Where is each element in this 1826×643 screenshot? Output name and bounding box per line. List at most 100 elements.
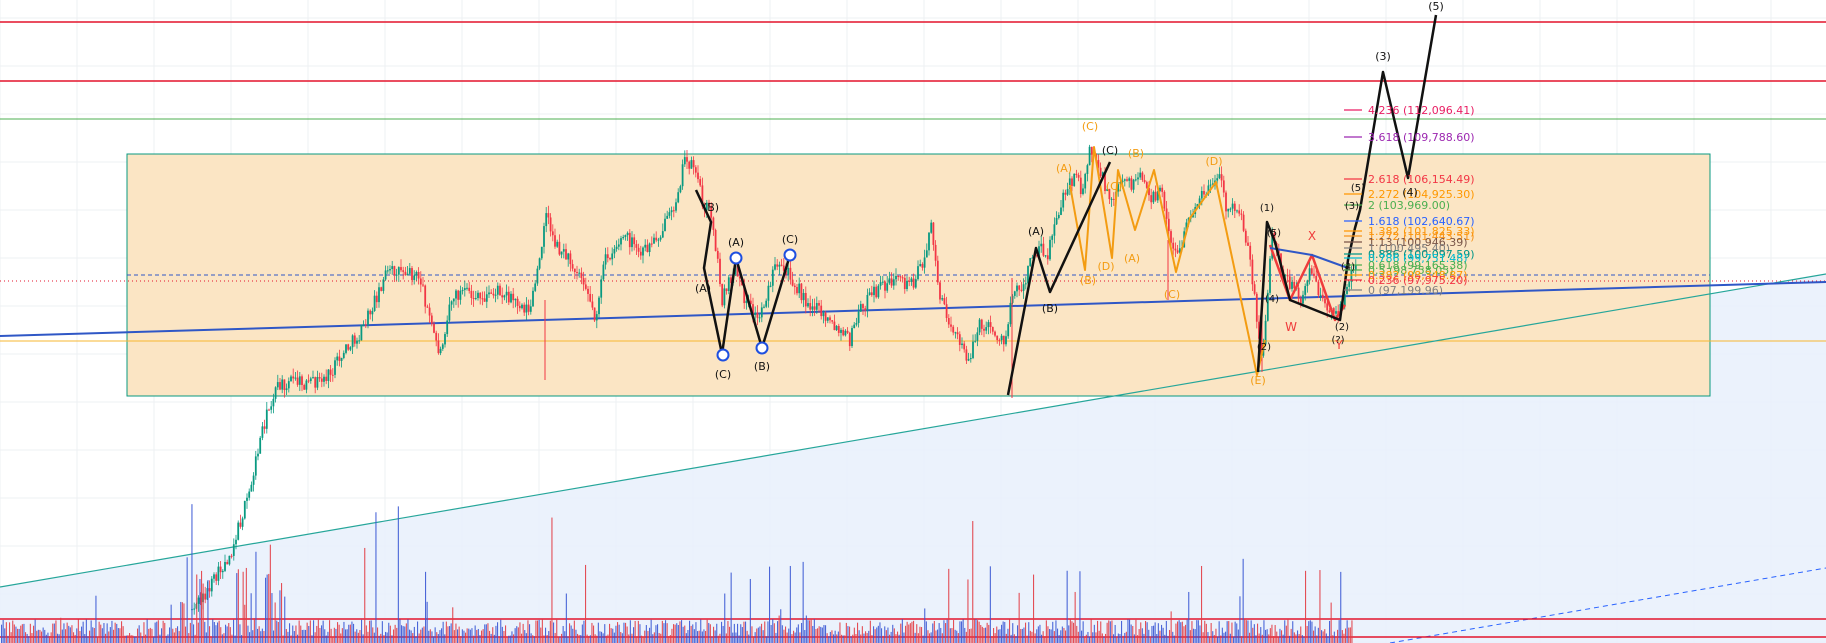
candle-body xyxy=(776,264,779,267)
volume-bar xyxy=(671,628,673,643)
volume-bar xyxy=(153,636,155,643)
candle-body xyxy=(426,306,429,308)
volume-bar xyxy=(964,627,966,643)
volume-bar xyxy=(753,636,755,643)
volume-bar xyxy=(1100,621,1102,643)
fib-level-label: 0.382 (98,348.87) xyxy=(1368,269,1468,282)
candle-body xyxy=(1269,258,1271,293)
volume-bar xyxy=(156,621,158,643)
volume-bar xyxy=(434,627,436,643)
volume-bar xyxy=(757,627,759,643)
candle-body xyxy=(941,298,944,300)
wave-point-handle[interactable] xyxy=(729,251,743,265)
volume-bar xyxy=(785,626,787,643)
fib-level: 2.618 (106,154.49) xyxy=(1344,173,1475,186)
volume-bar xyxy=(730,572,732,643)
volume-bar xyxy=(1245,620,1247,643)
volume-bar xyxy=(954,629,956,643)
volume-bar xyxy=(1239,596,1241,643)
wave-label: (A) xyxy=(695,282,711,295)
wave-label: W xyxy=(1285,320,1297,334)
candle-body xyxy=(1350,270,1353,282)
volume-bar xyxy=(743,621,745,643)
volume-bar xyxy=(813,619,815,643)
wave-label: (1) xyxy=(1260,203,1274,214)
volume-bar xyxy=(50,632,52,643)
volume-bar xyxy=(25,632,27,643)
volume-bar xyxy=(677,625,679,643)
volume-bar xyxy=(682,626,684,643)
volume-bar xyxy=(229,627,231,643)
volume-bar xyxy=(997,629,999,643)
candle-body xyxy=(499,285,501,296)
volume-bar xyxy=(913,620,915,643)
volume-bar xyxy=(949,628,951,643)
volume-bar xyxy=(1351,620,1353,643)
candle-body xyxy=(1018,285,1021,290)
candle-body xyxy=(296,377,299,385)
wave-point-handle[interactable] xyxy=(716,348,730,362)
candle-body xyxy=(433,323,435,333)
volume-bar xyxy=(1204,620,1206,643)
volume-bar xyxy=(322,620,324,643)
volume-bar xyxy=(127,635,129,643)
volume-bar xyxy=(989,566,991,643)
volume-bar xyxy=(625,622,627,643)
volume-bar xyxy=(1282,634,1284,643)
wave-point-handle[interactable] xyxy=(755,341,769,355)
volume-bar xyxy=(1111,620,1113,643)
volume-bar xyxy=(986,622,988,643)
candle-body xyxy=(910,278,913,282)
volume-bar xyxy=(714,630,716,643)
candle-body xyxy=(1332,308,1335,314)
candle-body xyxy=(571,264,574,269)
candle-body xyxy=(606,254,609,259)
candle-body xyxy=(569,253,572,265)
volume-bar xyxy=(1097,620,1099,643)
volume-bar xyxy=(1066,570,1068,643)
volume-bar xyxy=(482,629,484,643)
rising-support-line[interactable] xyxy=(0,273,1826,588)
volume-bar xyxy=(737,623,739,643)
volume-bar xyxy=(634,620,636,643)
volume-bar xyxy=(287,631,289,643)
volume-bar xyxy=(407,619,409,643)
candle-body xyxy=(934,244,937,261)
volume-bar xyxy=(217,622,219,643)
volume-bar xyxy=(399,619,401,643)
volume-bar xyxy=(895,634,897,643)
candle-body xyxy=(268,409,270,411)
candle-body xyxy=(1335,311,1337,314)
volume-bar xyxy=(709,624,711,643)
volume-bar xyxy=(809,620,811,643)
fibonacci-extension[interactable]: 4.236 (112,096.41) 3.618 (109,788.60) 2.… xyxy=(1344,104,1475,297)
volume-bar xyxy=(1063,627,1065,643)
candle-body xyxy=(697,172,699,180)
volume-bar xyxy=(562,625,564,643)
volume-bar xyxy=(969,629,971,643)
volume-bar xyxy=(433,636,435,643)
dashed-trend-line[interactable] xyxy=(1389,567,1826,643)
volume-bar xyxy=(773,623,775,643)
blue-trend-line[interactable] xyxy=(0,281,1826,337)
volume-bar xyxy=(1156,634,1158,643)
volume-bar xyxy=(596,635,598,643)
volume-bar xyxy=(354,631,356,643)
volume-bar xyxy=(1247,620,1249,643)
volume-bar xyxy=(1324,629,1326,643)
wave-labels: (B) (A) (A) (C) (C) (B) (A) (B) (C) (C) … xyxy=(695,0,1444,387)
volume-bar xyxy=(313,620,315,643)
volume-bar xyxy=(345,629,347,643)
volume-bar xyxy=(1258,633,1260,643)
volume-bar xyxy=(850,636,852,643)
volume-bar xyxy=(1093,624,1095,643)
volume-bar xyxy=(29,623,31,643)
volume-bar xyxy=(644,630,646,643)
volume-bar xyxy=(1023,627,1025,643)
candle-body xyxy=(712,217,715,230)
volume-bar xyxy=(593,625,595,643)
wave-point-handle[interactable] xyxy=(783,248,797,262)
candle-body xyxy=(862,304,864,309)
volume-bar xyxy=(962,619,964,643)
